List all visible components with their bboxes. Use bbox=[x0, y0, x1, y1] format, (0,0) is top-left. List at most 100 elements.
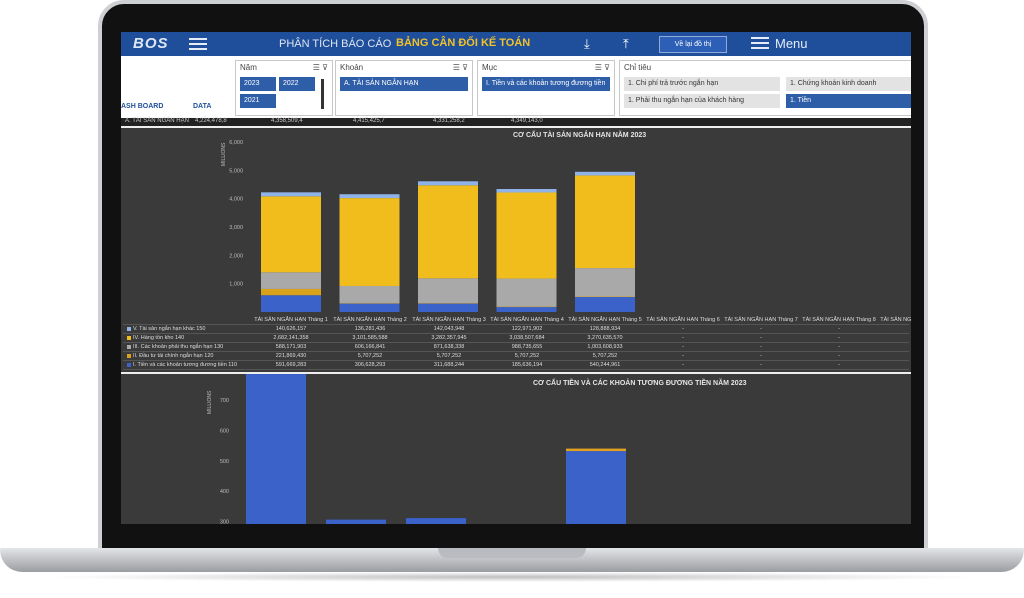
bar-segment[interactable] bbox=[496, 188, 557, 193]
nav-data-link[interactable]: DATA bbox=[193, 103, 212, 110]
bar[interactable] bbox=[566, 448, 626, 452]
bar-segment[interactable] bbox=[418, 185, 478, 279]
bar-segment[interactable] bbox=[496, 306, 557, 312]
data-table-header-cell: TÀI SẢN NGẮN HẠN Tháng 4 bbox=[490, 317, 564, 323]
laptop-shadow bbox=[40, 572, 984, 582]
bar[interactable] bbox=[406, 518, 466, 524]
data-table-header-cell: TÀI SẢN NGẮN HẠN Tháng 3 bbox=[412, 317, 486, 323]
data-table-cell: 221,869,430 bbox=[275, 353, 307, 359]
y-tick-label: 500 bbox=[220, 459, 229, 465]
slicer-nam: Năm ☰ ⊽ 2023 2022 2021 bbox=[235, 60, 333, 116]
filter-icons[interactable]: ☰ ⊽ bbox=[594, 63, 610, 72]
slicer-nam-2023[interactable]: 2023 bbox=[240, 77, 276, 91]
bar-segment[interactable] bbox=[575, 171, 635, 176]
bar-segment[interactable] bbox=[418, 181, 478, 186]
data-table-header-cell: TÀI SẢN NGẮN HẠN Tháng 1 bbox=[254, 317, 328, 323]
slicer-chitieu-item[interactable]: 1. Phải thu ngắn hạn của khách hàng bbox=[624, 94, 780, 108]
data-table-cell: - bbox=[682, 335, 684, 341]
slicer-nam-2021[interactable]: 2021 bbox=[240, 94, 276, 108]
data-table-cell: - bbox=[682, 362, 684, 368]
slicer-nam-header: Năm bbox=[240, 63, 257, 72]
bar-segment[interactable] bbox=[261, 272, 321, 289]
bar-segment[interactable] bbox=[496, 278, 557, 307]
data-table-cell: - bbox=[879, 343, 911, 351]
data-table-header-cell: TÀI SẢN NGẮN HẠN Tháng 6 bbox=[646, 317, 720, 323]
slicer-nam-2022[interactable]: 2022 bbox=[279, 77, 315, 91]
data-table-row: I. Tiền và các khoản tương đương tiền 11… bbox=[123, 361, 909, 370]
download-icon[interactable]: ⤓ bbox=[584, 36, 590, 51]
data-table-cell: 591,669,283 bbox=[275, 362, 307, 368]
chart2-svg: 700600500400300200 bbox=[220, 374, 626, 524]
filter-icons[interactable]: ☰ ⊽ bbox=[452, 63, 468, 72]
slicer-chitieu-item[interactable]: 1. Tiền bbox=[786, 94, 911, 108]
data-table-cell: 306,628,293 bbox=[354, 362, 386, 368]
data-table-cell: - bbox=[760, 353, 762, 359]
data-table-cell: - bbox=[760, 344, 762, 350]
menu-icon[interactable] bbox=[751, 37, 769, 49]
bar-segment[interactable] bbox=[496, 306, 557, 308]
data-table-cell: 185,636,194 bbox=[511, 362, 543, 368]
slicer-scrollbar[interactable] bbox=[321, 79, 324, 109]
bar[interactable] bbox=[566, 451, 626, 524]
chart1-svg: 6,000 5,000 4,000 3,000 2,000 1,000 bbox=[229, 140, 635, 312]
slicer-khoan-item[interactable]: A. TÀI SẢN NGẮN HẠN bbox=[340, 77, 468, 91]
bar[interactable] bbox=[326, 519, 386, 524]
menu-button[interactable]: Menu bbox=[775, 36, 808, 51]
data-table-cell: 3,101,585,588 bbox=[352, 335, 388, 341]
bar-segment[interactable] bbox=[261, 288, 321, 296]
data-table-header-cell: TÀI SẢN NGẮN HẠN Tháng 7 bbox=[724, 317, 798, 323]
back-to-chart-button[interactable]: Về lại đồ thị bbox=[659, 36, 727, 53]
slicer-khoan: Khoản ☰ ⊽ A. TÀI SẢN NGẮN HẠN bbox=[335, 60, 473, 116]
bar-segment[interactable] bbox=[339, 303, 400, 304]
bar-segment[interactable] bbox=[418, 278, 478, 304]
bar-segment[interactable] bbox=[339, 198, 400, 286]
bar-segment[interactable] bbox=[261, 196, 321, 273]
app-logo: BOS bbox=[133, 35, 169, 52]
left-menu-icon[interactable] bbox=[189, 38, 207, 50]
data-table-cell: 5,707,252 bbox=[357, 353, 383, 359]
data-table-cell: 3,038,507,684 bbox=[509, 335, 545, 341]
bar-segment[interactable] bbox=[418, 303, 478, 304]
data-table-header: TÀI SẢN NGẮN HẠN Tháng 1 TÀI SẢN NGẮN HẠN… bbox=[123, 316, 911, 325]
summary-label: A. TÀI SẢN NGẮN HẠN bbox=[125, 118, 189, 124]
data-table-cell: - bbox=[760, 335, 762, 341]
legend-swatch bbox=[127, 353, 131, 358]
data-table-header-cell: TÀI SẢN NGẮN HẠN Tháng 2 bbox=[333, 317, 407, 323]
filter-icons[interactable]: ☰ ⊽ bbox=[312, 63, 328, 72]
data-table-cell: 3,270,635,570 bbox=[587, 335, 623, 341]
bar-segment[interactable] bbox=[575, 268, 635, 297]
y-tick-label: 2,000 bbox=[229, 253, 243, 259]
bar-segment[interactable] bbox=[575, 296, 635, 298]
bar-segment[interactable] bbox=[575, 296, 635, 312]
y-tick-label: 700 bbox=[220, 398, 229, 404]
bar-segment[interactable] bbox=[261, 295, 321, 312]
slicer-muc-item[interactable]: I. Tiền và các khoản tương đương tiền bbox=[482, 77, 610, 91]
data-table-cell: - bbox=[838, 344, 840, 350]
slicer-chitieu-item[interactable]: 1. Chứng khoán kinh doanh bbox=[786, 77, 911, 91]
bar-segment[interactable] bbox=[418, 303, 478, 312]
chart1-data-table: TÀI SẢN NGẮN HẠN Tháng 1 TÀI SẢN NGẮN HẠN… bbox=[123, 316, 911, 372]
data-table-cell: 5,707,252 bbox=[514, 353, 540, 359]
y-tick-label: 6,000 bbox=[229, 140, 243, 146]
data-table-cell: 871,638,338 bbox=[433, 344, 465, 350]
data-table-cell: 540,244,961 bbox=[589, 362, 621, 368]
slicer-chitieu: Chỉ tiêu 1. Chi phí trả trước ngắn hạn 1… bbox=[619, 60, 911, 116]
legend-label: III. Các khoản phải thu ngắn hạn 130 bbox=[127, 343, 223, 351]
bar-segment[interactable] bbox=[339, 285, 400, 304]
bar-segment[interactable] bbox=[575, 175, 635, 269]
bar-segment[interactable] bbox=[496, 192, 557, 279]
data-table-cell: - bbox=[838, 362, 840, 368]
nav-dashboard-link[interactable]: ASH BOARD bbox=[121, 103, 164, 110]
bar[interactable] bbox=[246, 374, 306, 524]
bar-segment[interactable] bbox=[339, 194, 400, 199]
data-table-cell: 311,688,244 bbox=[433, 362, 465, 368]
slicer-muc-header: Mục bbox=[482, 63, 498, 72]
laptop-notch bbox=[438, 548, 586, 558]
slicer-chitieu-item[interactable]: 1. Chi phí trả trước ngắn hạn bbox=[624, 77, 780, 91]
y-tick-label: 5,000 bbox=[229, 168, 243, 174]
bar-segment[interactable] bbox=[261, 192, 321, 197]
bar-segment[interactable] bbox=[339, 303, 400, 312]
upload-icon[interactable]: ⤒ bbox=[623, 36, 629, 51]
y-tick-label: 1,000 bbox=[229, 282, 243, 288]
data-table-cell: - bbox=[682, 353, 684, 359]
